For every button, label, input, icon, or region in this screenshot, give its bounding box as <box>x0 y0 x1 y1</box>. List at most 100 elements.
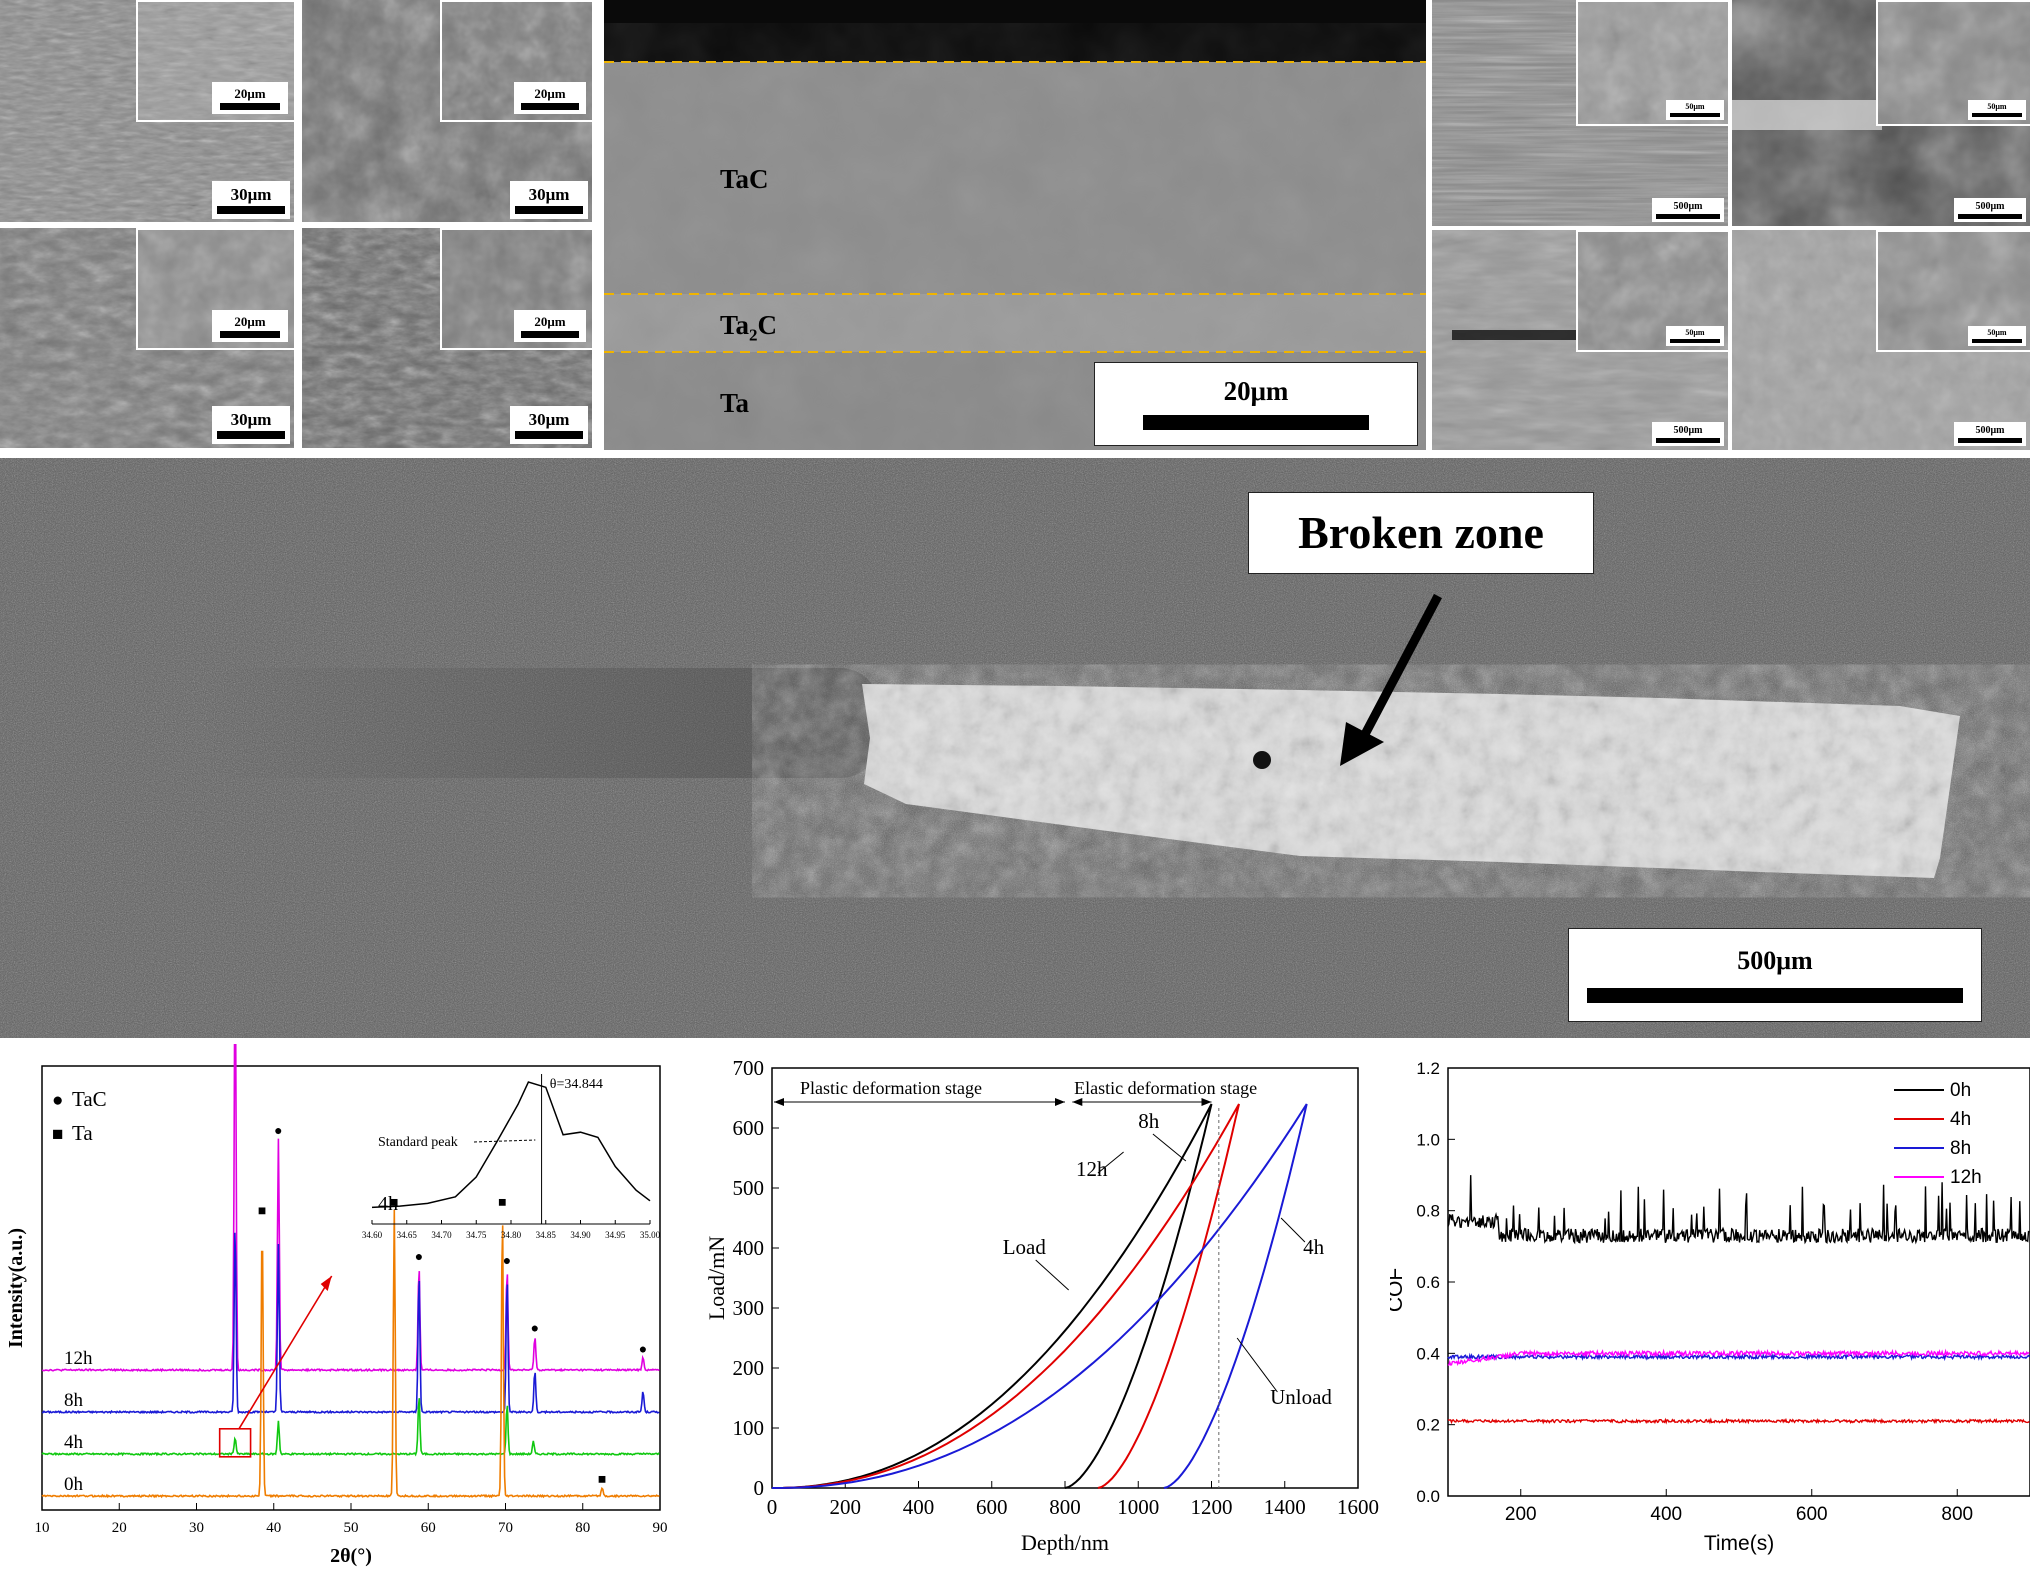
scratch-track-panel: Broken zone 500μm <box>0 458 2030 1038</box>
nanoindentation-chart: 0 200 400 600 800 1000 1200 1400 1600 0 100 200 300 4… <box>704 1056 1379 1555</box>
sem-inset: 50μm <box>1876 0 2030 126</box>
y-tick-label: 0.2 <box>1416 1416 1440 1435</box>
legend-symbol: ■ <box>52 1124 63 1145</box>
broken-zone-shape <box>862 684 1960 878</box>
label-load: Load <box>1003 1235 1047 1259</box>
broken-zone-arrow <box>1340 593 1442 766</box>
series-label-8h: 8h <box>64 1390 84 1411</box>
legend-label-8h: 8h <box>1950 1138 1971 1159</box>
y-axis-title: Intensity(a.u.) <box>5 1228 27 1348</box>
legend-label-12h: 12h <box>1950 1167 1982 1188</box>
x-tick-label: 0 <box>767 1495 778 1519</box>
elastic-stage-label: Elastic deformation stage <box>1074 1078 1257 1098</box>
tac-marker: ● <box>274 1124 282 1139</box>
label-unload: Unload <box>1270 1385 1332 1409</box>
scale-bar: 500μm <box>1568 928 1982 1022</box>
ta-marker: ■ <box>258 1204 266 1219</box>
x-tick-label: 50 <box>344 1520 359 1536</box>
sem-inset: 20μm <box>440 228 592 350</box>
layer-label-tac: TaC <box>720 164 769 194</box>
pointer <box>1280 1217 1306 1243</box>
inset-series-label: 4h <box>378 1193 398 1215</box>
inset-tick-label: 34.75 <box>466 1230 487 1240</box>
scale-bar: 30μm <box>510 181 588 219</box>
inset-tick-label: 34.80 <box>501 1230 522 1240</box>
ta-marker: ■ <box>498 1195 506 1210</box>
x-tick-label: 1000 <box>1117 1495 1159 1519</box>
series-label-4h: 4h <box>64 1432 84 1453</box>
ni-curve-8h <box>771 1103 1240 1489</box>
sem-panel-top-right-2: 50μm 500μm <box>1732 0 2030 226</box>
sem-inset: 20μm <box>136 228 294 350</box>
scale-bar: 20μm <box>1094 362 1418 446</box>
y-tick-label: 0 <box>754 1476 765 1500</box>
x-tick-label: 1200 <box>1191 1495 1233 1519</box>
y-tick-label: 0.0 <box>1416 1487 1440 1506</box>
sem-inset: 50μm <box>1576 0 1728 126</box>
inset-scale-bar: 20μm <box>212 310 288 342</box>
y-tick-label: 0.6 <box>1416 1273 1440 1292</box>
x-tick-label: 800 <box>1941 1504 1973 1525</box>
x-tick-label: 1400 <box>1264 1495 1306 1519</box>
tac-marker: ● <box>639 1342 647 1357</box>
zoom-arrow-head <box>320 1276 332 1291</box>
pointer <box>1236 1337 1278 1393</box>
inset-scale-bar: 20μm <box>212 82 288 114</box>
label-4h: 4h <box>1303 1235 1325 1259</box>
zoom-arrow <box>238 1275 333 1430</box>
inset-scale-bar: 20μm <box>514 310 586 342</box>
x-tick-label: 400 <box>903 1495 935 1519</box>
tac-marker: ● <box>503 1254 511 1269</box>
inset-tick-label: 34.90 <box>570 1230 591 1240</box>
standard-peak-pointer <box>473 1139 536 1143</box>
inset-tick-label: 34.95 <box>605 1230 626 1240</box>
xrd-series-8h <box>41 1232 660 1415</box>
inset-curve <box>371 1081 651 1209</box>
standard-peak-label: Standard peak <box>378 1135 458 1150</box>
zoom-box <box>218 1427 252 1458</box>
inset-scale-bar: 50μm <box>1666 326 1724 346</box>
x-tick-label: 90 <box>653 1520 668 1536</box>
x-tick-label: 80 <box>575 1520 590 1536</box>
y-axis-title: Load/mN <box>704 1236 729 1320</box>
y-tick-label: 300 <box>733 1296 765 1320</box>
x-tick-label: 70 <box>498 1520 513 1536</box>
ta-marker: ■ <box>598 1473 606 1488</box>
x-tick-label: 200 <box>1505 1504 1537 1525</box>
arrow-head <box>1072 1098 1083 1106</box>
inset-tick-label: 34.65 <box>397 1230 418 1240</box>
series-label-0h: 0h <box>64 1474 84 1495</box>
pointer <box>1097 1151 1124 1174</box>
x-tick-label: 400 <box>1650 1504 1682 1525</box>
scratch-groove <box>200 668 880 778</box>
inset-tick-label: 34.60 <box>362 1230 383 1240</box>
inset-scale-bar: 50μm <box>1666 100 1724 120</box>
legend-label-4h: 4h <box>1950 1109 1971 1130</box>
sem-inset: 20μm <box>440 0 592 122</box>
sem-inset: 20μm <box>136 0 294 122</box>
xrd-chart: 10 20 30 40 50 60 70 80 90 2θ(°) Intensity(a.u.) 12… <box>5 1044 668 1567</box>
scale-bar: 500μm <box>1954 422 2026 446</box>
x-tick-label: 40 <box>266 1520 281 1536</box>
sem-inset: 50μm <box>1876 230 2030 352</box>
x-axis-title: 2θ(°) <box>330 1545 372 1567</box>
scale-bar: 30μm <box>510 406 588 444</box>
scale-bar: 500μm <box>1652 422 1724 446</box>
x-tick-label: 1600 <box>1337 1495 1379 1519</box>
cof-chart: 200 400 600 800 0.0 0.2 0.4 0.6 0.8 1.0 1.2 Time(s)… <box>1390 1059 2030 1555</box>
plot-frame <box>771 1067 1359 1489</box>
x-tick-label: 600 <box>976 1495 1008 1519</box>
ni-curve-4h <box>771 1103 1308 1489</box>
tac-marker: ● <box>415 1250 423 1265</box>
sem-panel-top-right-1: 50μm 500μm <box>1432 0 1728 226</box>
inset-tick-label: 35.00 <box>640 1230 661 1240</box>
layer-label-ta: Ta <box>720 388 750 418</box>
scale-bar: 500μm <box>1652 198 1724 222</box>
inset-annotation: θ=34.844 <box>550 1077 603 1092</box>
y-tick-label: 600 <box>733 1116 765 1140</box>
cof-series-12h <box>1447 1348 2030 1367</box>
y-tick-label: 1.0 <box>1416 1130 1440 1149</box>
inset-scale-bar: 50μm <box>1968 326 2026 346</box>
sem-panel-bottom-right-1: 50μm 500μm <box>1432 230 1728 450</box>
layer-label-ta2c: Ta2C <box>720 310 778 345</box>
